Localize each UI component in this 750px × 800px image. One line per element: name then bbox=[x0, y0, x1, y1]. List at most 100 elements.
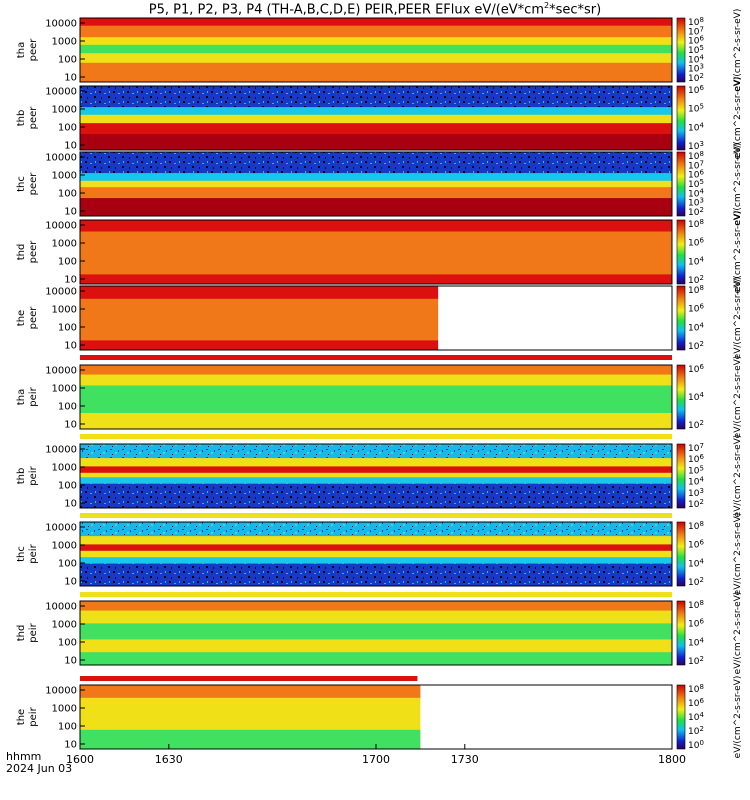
x-axis-date-label: 2024 Jun 03 bbox=[6, 762, 72, 775]
y-tick-label: 1000 bbox=[52, 704, 77, 715]
spectrogram-band bbox=[80, 557, 672, 565]
spectrogram-band bbox=[80, 340, 439, 351]
y-tick-label: 100 bbox=[58, 189, 77, 200]
panel-frame bbox=[79, 364, 673, 430]
spectrogram-band bbox=[80, 563, 672, 587]
colorbar-unit-label: eV/(cm^2-s-sr-eV) bbox=[733, 513, 743, 596]
colorbar-tick-label: 102 bbox=[688, 419, 704, 431]
colorbar-tick-label: 108 bbox=[688, 683, 704, 695]
panel-probe-label: thc bbox=[16, 546, 27, 562]
spectrogram-band bbox=[80, 639, 672, 653]
spectrogram-band bbox=[80, 610, 672, 624]
colorbar bbox=[676, 17, 686, 83]
colorbar-tick-label: 103 bbox=[688, 63, 704, 75]
y-tick-label: 1000 bbox=[52, 171, 77, 182]
panel-probe-label: tha bbox=[16, 389, 27, 405]
colorbar bbox=[676, 151, 686, 217]
colorbar-unit-label: eV/(cm^2-s-sr-eV) bbox=[733, 277, 743, 360]
colorbar-tick-label: 102 bbox=[688, 206, 704, 218]
colorbar-tick-label: 108 bbox=[688, 520, 704, 532]
panel-species-label: peir bbox=[28, 706, 39, 726]
colorbar-tick-label: 104 bbox=[688, 121, 704, 133]
colorbar-tick-label: 103 bbox=[688, 197, 704, 209]
colorbar-tick-label: 102 bbox=[688, 655, 704, 667]
colorbar-tick-label: 108 bbox=[688, 16, 704, 28]
x-tick-label: 1730 bbox=[451, 753, 479, 766]
panel-frame bbox=[79, 521, 673, 587]
spectrogram-band bbox=[80, 472, 672, 478]
colorbar-tick-label: 106 bbox=[688, 237, 704, 249]
x-axis-hhmm-label: hhmm bbox=[6, 750, 41, 763]
spectrogram-band bbox=[80, 198, 672, 217]
colorbar bbox=[676, 364, 686, 430]
y-tick-label: 1000 bbox=[52, 620, 77, 631]
colorbar-tick-label: 108 bbox=[688, 284, 704, 296]
spectrogram-band bbox=[80, 697, 421, 715]
x-tick-label: 1800 bbox=[658, 753, 686, 766]
y-tick-label: 10 bbox=[64, 341, 77, 352]
spectrogram-band bbox=[80, 444, 672, 459]
spectrogram-band bbox=[80, 321, 439, 341]
colorbar-tick-label: 105 bbox=[688, 178, 704, 190]
y-tick-label: 10 bbox=[64, 577, 77, 588]
y-tick-label: 1000 bbox=[52, 105, 77, 116]
colorbar-tick-label: 104 bbox=[688, 476, 704, 488]
panel-probe-label: thc bbox=[16, 176, 27, 192]
spectrogram-band bbox=[80, 231, 672, 256]
y-tick-label: 1000 bbox=[52, 541, 77, 552]
colorbar bbox=[676, 600, 686, 666]
spectrogram-band bbox=[80, 25, 672, 38]
spectrogram-band bbox=[80, 458, 672, 467]
colorbar bbox=[676, 285, 686, 351]
colorbar-tick-label: 104 bbox=[688, 53, 704, 65]
panel-species-label: peir bbox=[28, 465, 39, 485]
y-tick-label: 10000 bbox=[45, 366, 77, 377]
spectrogram-band bbox=[80, 62, 672, 83]
spectrogram-band bbox=[80, 187, 672, 199]
colorbar-tick-label: 102 bbox=[688, 725, 704, 737]
panel-probe-label: thb bbox=[16, 468, 27, 485]
y-tick-label: 10000 bbox=[45, 19, 77, 30]
panel-species-label: peer bbox=[28, 172, 39, 196]
spectrogram-band bbox=[80, 713, 421, 731]
spectrogram-band bbox=[80, 298, 439, 322]
y-tick-label: 10000 bbox=[45, 153, 77, 164]
spectrogram-band bbox=[80, 623, 672, 640]
colorbar-tick-label: 108 bbox=[688, 599, 704, 611]
colorbar-unit-label: eV/(cm^2-s-sr-eV) bbox=[733, 9, 743, 92]
colorbar-tick-label: 106 bbox=[688, 618, 704, 630]
panel-thb-peer: 10000 1000 100 10 thb peer 106 105 104 103 eV/(cm^… bbox=[16, 77, 743, 160]
panel-frame bbox=[79, 151, 673, 217]
panel-species-label: peir bbox=[28, 622, 39, 642]
x-tick-label: 1600 bbox=[66, 753, 94, 766]
status-bar bbox=[80, 355, 672, 360]
colorbar-tick-label: 104 bbox=[688, 255, 704, 267]
panel-frame bbox=[79, 17, 673, 83]
colorbar-tick-label: 106 bbox=[688, 539, 704, 551]
spectrogram-band bbox=[80, 180, 672, 188]
status-bar bbox=[80, 434, 672, 439]
spectrogram-band bbox=[80, 44, 672, 54]
panel-the-peer: 10000 1000 100 10 the peer 108 106 104 102 eV/(cm^… bbox=[16, 277, 743, 360]
colorbar bbox=[676, 521, 686, 587]
spectrogram-band bbox=[80, 385, 672, 398]
status-bar bbox=[80, 513, 672, 518]
spectrogram-band bbox=[80, 255, 672, 275]
colorbar-tick-label: 107 bbox=[688, 159, 704, 171]
panel-frame bbox=[79, 219, 673, 285]
colorbar bbox=[676, 85, 686, 151]
colorbar-tick-label: 105 bbox=[688, 103, 704, 115]
y-tick-label: 100 bbox=[58, 323, 77, 334]
y-tick-label: 10000 bbox=[45, 287, 77, 298]
panel-probe-label: tha bbox=[16, 42, 27, 58]
colorbar-tick-label: 106 bbox=[688, 697, 704, 709]
panel-tha-peir: 10000 1000 100 10 tha peir 106 104 102 eV/(cm^2-s… bbox=[16, 356, 743, 439]
panel-species-label: peer bbox=[28, 240, 39, 264]
y-tick-label: 100 bbox=[58, 123, 77, 134]
spectrogram-band bbox=[80, 134, 672, 151]
spectrogram-band bbox=[80, 173, 672, 182]
y-tick-label: 10 bbox=[64, 275, 77, 286]
spectrogram-band bbox=[80, 413, 672, 430]
